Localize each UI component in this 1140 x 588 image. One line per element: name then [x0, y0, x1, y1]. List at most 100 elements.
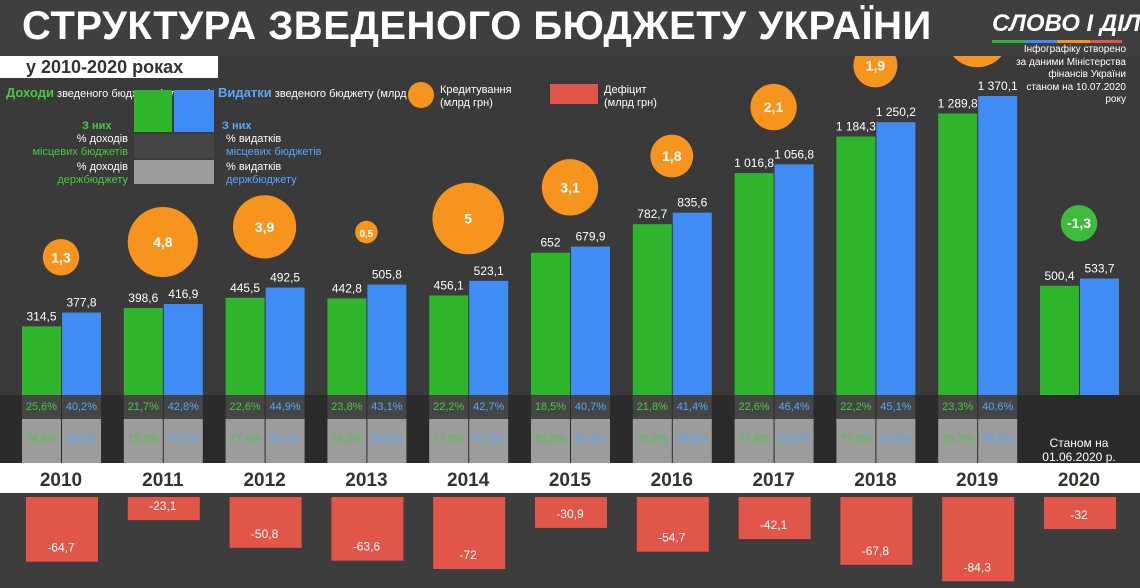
- deficit-value-label: -63,6: [353, 540, 381, 554]
- revenue-value-label: 782,7: [637, 207, 667, 221]
- revenue-value-label: 500,4: [1044, 269, 1074, 283]
- revenue-bar: [734, 173, 774, 395]
- expenditure-value-label: 1 250,2: [876, 105, 916, 119]
- deficit-value-label: -23,1: [149, 499, 177, 513]
- lending-value-label: 1,9: [866, 57, 886, 73]
- expenditure-bar: [367, 284, 407, 395]
- expenditure-state-band: [265, 419, 305, 463]
- revenue-local-share: 18,5%: [535, 401, 566, 413]
- expenditure-local-share: 42,8%: [168, 401, 199, 413]
- expenditure-bar: [876, 122, 916, 395]
- expenditure-state-share: 57,3%: [473, 433, 504, 445]
- legend-rev-local-line2: місцевих бюджетів: [32, 146, 128, 158]
- revenue-value-label: 456,1: [434, 278, 464, 292]
- revenue-bar: [225, 297, 265, 395]
- revenue-local-band: [531, 395, 570, 419]
- legend-deficit-swatch: [550, 84, 598, 104]
- title-band: [0, 0, 1140, 56]
- revenue-state-band: [22, 419, 61, 463]
- lending-circle: [355, 220, 378, 244]
- revenue-local-band: [225, 395, 265, 419]
- revenue-local-share: 25,6%: [26, 401, 57, 413]
- lending-circle: [233, 195, 297, 259]
- revenue-local-band: [938, 395, 978, 419]
- expenditure-local-share: 43,1%: [371, 401, 402, 413]
- revenue-bar: [836, 136, 876, 395]
- deficit-value-label: -84,3: [964, 560, 992, 574]
- legend-expenditure-swatch: [174, 90, 214, 132]
- year-tick-label: 2012: [243, 470, 285, 491]
- year-tick-label: 2017: [752, 470, 794, 491]
- legend-exp-state: % видатків держбюджету: [226, 161, 297, 187]
- expenditure-value-label: 533,7: [1084, 262, 1114, 276]
- legend-expenditure: Видатки зведеного бюджету (млрд грн): [218, 86, 430, 101]
- revenue-local-share: 22,2%: [840, 401, 871, 413]
- deficit-bar: [331, 497, 404, 561]
- revenue-value-label: 1 184,3: [836, 120, 876, 134]
- legend-revenue-title: Доходи: [6, 85, 54, 100]
- year-tick-label: 2010: [40, 470, 82, 491]
- revenue-bar: [531, 252, 570, 395]
- expenditure-value-label: 492,5: [270, 271, 300, 285]
- deficit-bar: [433, 497, 506, 569]
- revenue-state-share: 78,2%: [637, 433, 668, 445]
- revenue-local-band: [429, 395, 469, 419]
- chart-subtitle: у 2010-2020 роках: [0, 56, 218, 78]
- revenue-local-share: 21,7%: [128, 401, 159, 413]
- deficit-value-label: -50,8: [251, 527, 279, 541]
- legend-rev-local-line1: % доходів: [76, 133, 128, 145]
- revenue-state-band: [225, 419, 265, 463]
- deficit-value-label: -72: [460, 548, 478, 562]
- year-tick-label: 2015: [549, 470, 592, 491]
- expenditure-value-label: 416,9: [168, 287, 198, 301]
- revenue-value-label: 398,6: [128, 291, 158, 305]
- expenditure-state-band: [62, 419, 101, 463]
- expenditure-local-share: 45,1%: [880, 401, 911, 413]
- revenue-local-share: 22,6%: [229, 401, 260, 413]
- expenditure-state-share: 54,9%: [880, 433, 911, 445]
- revenue-bar: [938, 113, 978, 395]
- expenditure-value-label: 505,8: [372, 268, 402, 282]
- revenue-state-band: [531, 419, 570, 463]
- expenditure-state-band: [163, 419, 203, 463]
- revenue-state-band: [327, 419, 367, 463]
- deficit-bar: [636, 497, 709, 552]
- lending-circle: [42, 239, 80, 276]
- revenue-bar: [1040, 285, 1079, 395]
- revenue-state-share: 78,3%: [128, 433, 159, 445]
- revenue-local-share: 22,2%: [433, 401, 464, 413]
- revenue-state-share: 77,8%: [840, 433, 871, 445]
- expenditure-local-band: [367, 395, 407, 419]
- revenue-bar: [22, 326, 61, 395]
- expenditure-local-band: [571, 395, 610, 419]
- expenditure-local-band: [163, 395, 203, 419]
- year-tick-label: 2019: [956, 470, 998, 491]
- lending-circle: [1060, 204, 1098, 242]
- lending-circle: [432, 182, 504, 255]
- note-2020: Станом на 01.06.2020 р.: [1042, 436, 1116, 464]
- lending-value-label: 5: [464, 211, 472, 227]
- legend-lending-swatch: [408, 82, 434, 108]
- expenditure-state-share: 56,9%: [371, 433, 402, 445]
- revenue-value-label: 1 289,8: [938, 97, 978, 111]
- revenue-bar: [327, 298, 367, 395]
- expenditure-state-band: [876, 419, 916, 463]
- legend-local-swatch: [134, 134, 214, 158]
- lending-value-label: -1,3: [1067, 215, 1091, 231]
- legend-rev-state-line1: % доходів: [76, 161, 128, 173]
- deficit-value-label: -42,1: [760, 518, 788, 532]
- lending-circle: [650, 134, 694, 178]
- logo-stripe: [992, 40, 1122, 43]
- expenditure-bar: [571, 246, 610, 395]
- lending-circle: [541, 159, 599, 216]
- expenditure-bar: [978, 96, 1018, 395]
- legend-expenditure-title: Видатки: [218, 85, 272, 100]
- legend-lending: Кредитування (млрд грн): [440, 84, 512, 109]
- revenue-value-label: 1 016,8: [734, 156, 774, 170]
- lending-value-label: 3,1: [560, 179, 580, 195]
- expenditure-state-share: 55,1%: [269, 433, 300, 445]
- deficit-value-label: -67,8: [862, 544, 890, 558]
- expenditure-local-share: 44,9%: [269, 401, 300, 413]
